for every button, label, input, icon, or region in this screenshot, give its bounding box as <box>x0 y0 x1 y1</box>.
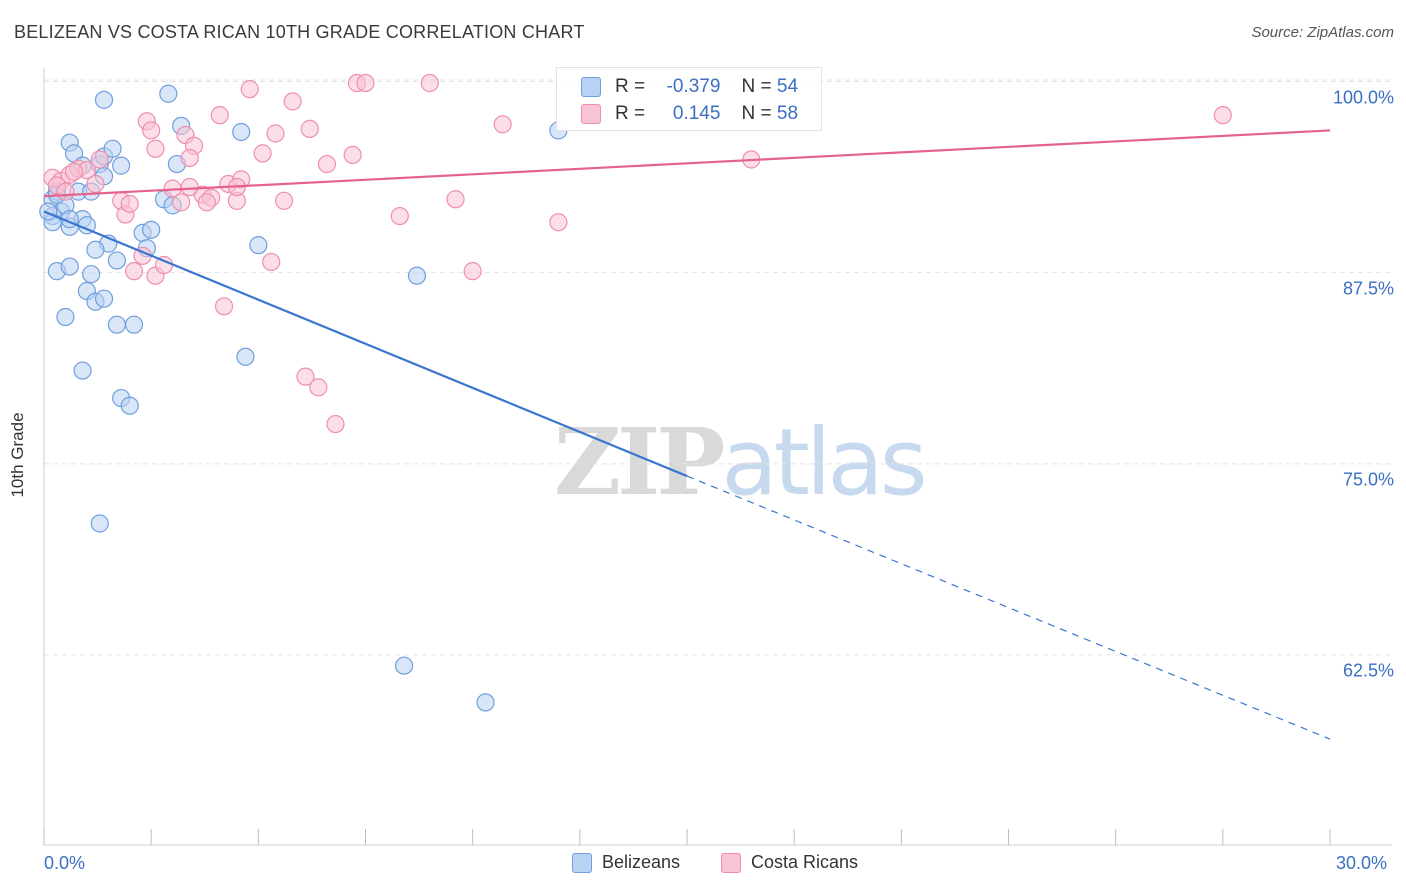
point-belizeans <box>124 315 144 334</box>
point-belizeans <box>103 139 122 158</box>
point-costa-ricans <box>142 121 161 140</box>
bottom-legend-belizeans: Belizeans <box>572 852 680 873</box>
legend-n-value-belizeans: 54 <box>776 76 799 97</box>
legend-swatch-belizeans <box>581 77 601 97</box>
source-label: Source: ZipAtlas.com <box>1251 24 1394 41</box>
point-belizeans <box>90 514 109 533</box>
point-costa-ricans <box>124 262 144 281</box>
legend-n-label: N = <box>741 76 772 97</box>
trend-line-costa-ricans <box>43 129 1331 198</box>
legend-row-costa-ricans: R = 0.145 N = 58 <box>581 103 798 125</box>
point-costa-ricans <box>317 154 337 174</box>
bottom-legend-swatch-belizeans <box>572 852 592 873</box>
y-tick-label: 75.0% <box>1342 469 1394 490</box>
point-costa-ricans <box>86 174 105 194</box>
point-belizeans <box>86 240 105 259</box>
point-costa-ricans <box>283 92 302 111</box>
point-costa-ricans <box>210 106 229 125</box>
point-costa-ricans <box>214 297 234 316</box>
point-costa-ricans <box>266 124 285 143</box>
legend-n-value-costa-ricans: 58 <box>776 103 799 124</box>
bottom-legend-label-costa-ricans: Costa Ricans <box>751 852 859 872</box>
point-costa-ricans <box>56 182 75 201</box>
bottom-legend-costa-ricans: Costa Ricans <box>721 852 858 873</box>
point-belizeans <box>232 122 251 142</box>
x-tick-label-min: 0.0% <box>44 853 86 873</box>
legend-n-label: N = <box>741 103 772 124</box>
point-belizeans <box>120 396 139 415</box>
point-belizeans <box>107 251 126 270</box>
point-costa-ricans <box>343 145 362 165</box>
point-belizeans <box>159 84 178 103</box>
point-costa-ricans <box>1213 106 1232 125</box>
point-belizeans <box>142 220 161 239</box>
point-costa-ricans <box>253 144 272 163</box>
chart-title: BELIZEAN VS COSTA RICAN 10TH GRADE CORRE… <box>14 22 585 42</box>
point-belizeans <box>407 266 427 285</box>
point-costa-ricans <box>146 139 165 158</box>
trend-line-belizeans <box>43 210 688 478</box>
point-costa-ricans <box>90 150 109 169</box>
legend-row-belizeans: R = -0.379 N = 54 <box>581 76 798 98</box>
point-belizeans <box>112 156 131 175</box>
bottom-legend-swatch-costa-ricans <box>721 852 741 873</box>
point-belizeans <box>94 289 114 308</box>
point-costa-ricans <box>240 80 259 99</box>
point-costa-ricans <box>326 414 345 434</box>
x-tick-label-max: 30.0% <box>1336 853 1388 873</box>
point-costa-ricans <box>180 148 199 168</box>
point-belizeans <box>249 236 268 255</box>
point-costa-ricans <box>180 177 199 197</box>
point-costa-ricans <box>390 206 409 226</box>
point-costa-ricans <box>420 73 439 93</box>
bottom-legend-label-belizeans: Belizeans <box>602 852 681 872</box>
point-belizeans <box>56 307 75 327</box>
point-costa-ricans <box>463 262 482 281</box>
point-belizeans <box>39 202 58 221</box>
point-costa-ricans <box>549 213 568 232</box>
point-costa-ricans <box>493 115 512 134</box>
point-costa-ricans <box>64 162 84 181</box>
point-costa-ricans <box>356 73 375 93</box>
legend-r-label: R = <box>615 76 646 97</box>
point-belizeans <box>394 656 414 675</box>
point-costa-ricans <box>309 378 328 397</box>
trend-line-belizeans-extension <box>686 475 1331 740</box>
legend-r-label: R = <box>615 103 646 124</box>
y-tick-label: 87.5% <box>1342 278 1394 299</box>
point-belizeans <box>60 257 79 276</box>
point-costa-ricans <box>197 193 216 212</box>
y-tick-label: 62.5% <box>1342 660 1394 681</box>
point-belizeans <box>82 265 101 284</box>
point-belizeans <box>236 347 255 366</box>
legend-r-value-belizeans: -0.379 <box>666 76 721 97</box>
y-tick-label: 100.0% <box>1332 87 1394 107</box>
point-costa-ricans <box>172 193 191 212</box>
stats-legend: R = -0.379 N = 54 R = 0.145 N = 58 <box>556 67 822 131</box>
legend-swatch-costa-ricans <box>581 104 601 124</box>
point-costa-ricans <box>120 194 139 213</box>
point-belizeans <box>107 315 126 334</box>
point-belizeans <box>476 693 495 712</box>
point-costa-ricans <box>262 252 281 272</box>
point-costa-ricans <box>446 190 465 209</box>
point-belizeans <box>73 361 92 380</box>
point-belizeans <box>94 90 114 109</box>
point-costa-ricans <box>274 191 294 210</box>
point-costa-ricans <box>300 119 319 139</box>
point-costa-ricans <box>296 367 315 386</box>
legend-r-value-costa-ricans: 0.145 <box>672 103 721 124</box>
